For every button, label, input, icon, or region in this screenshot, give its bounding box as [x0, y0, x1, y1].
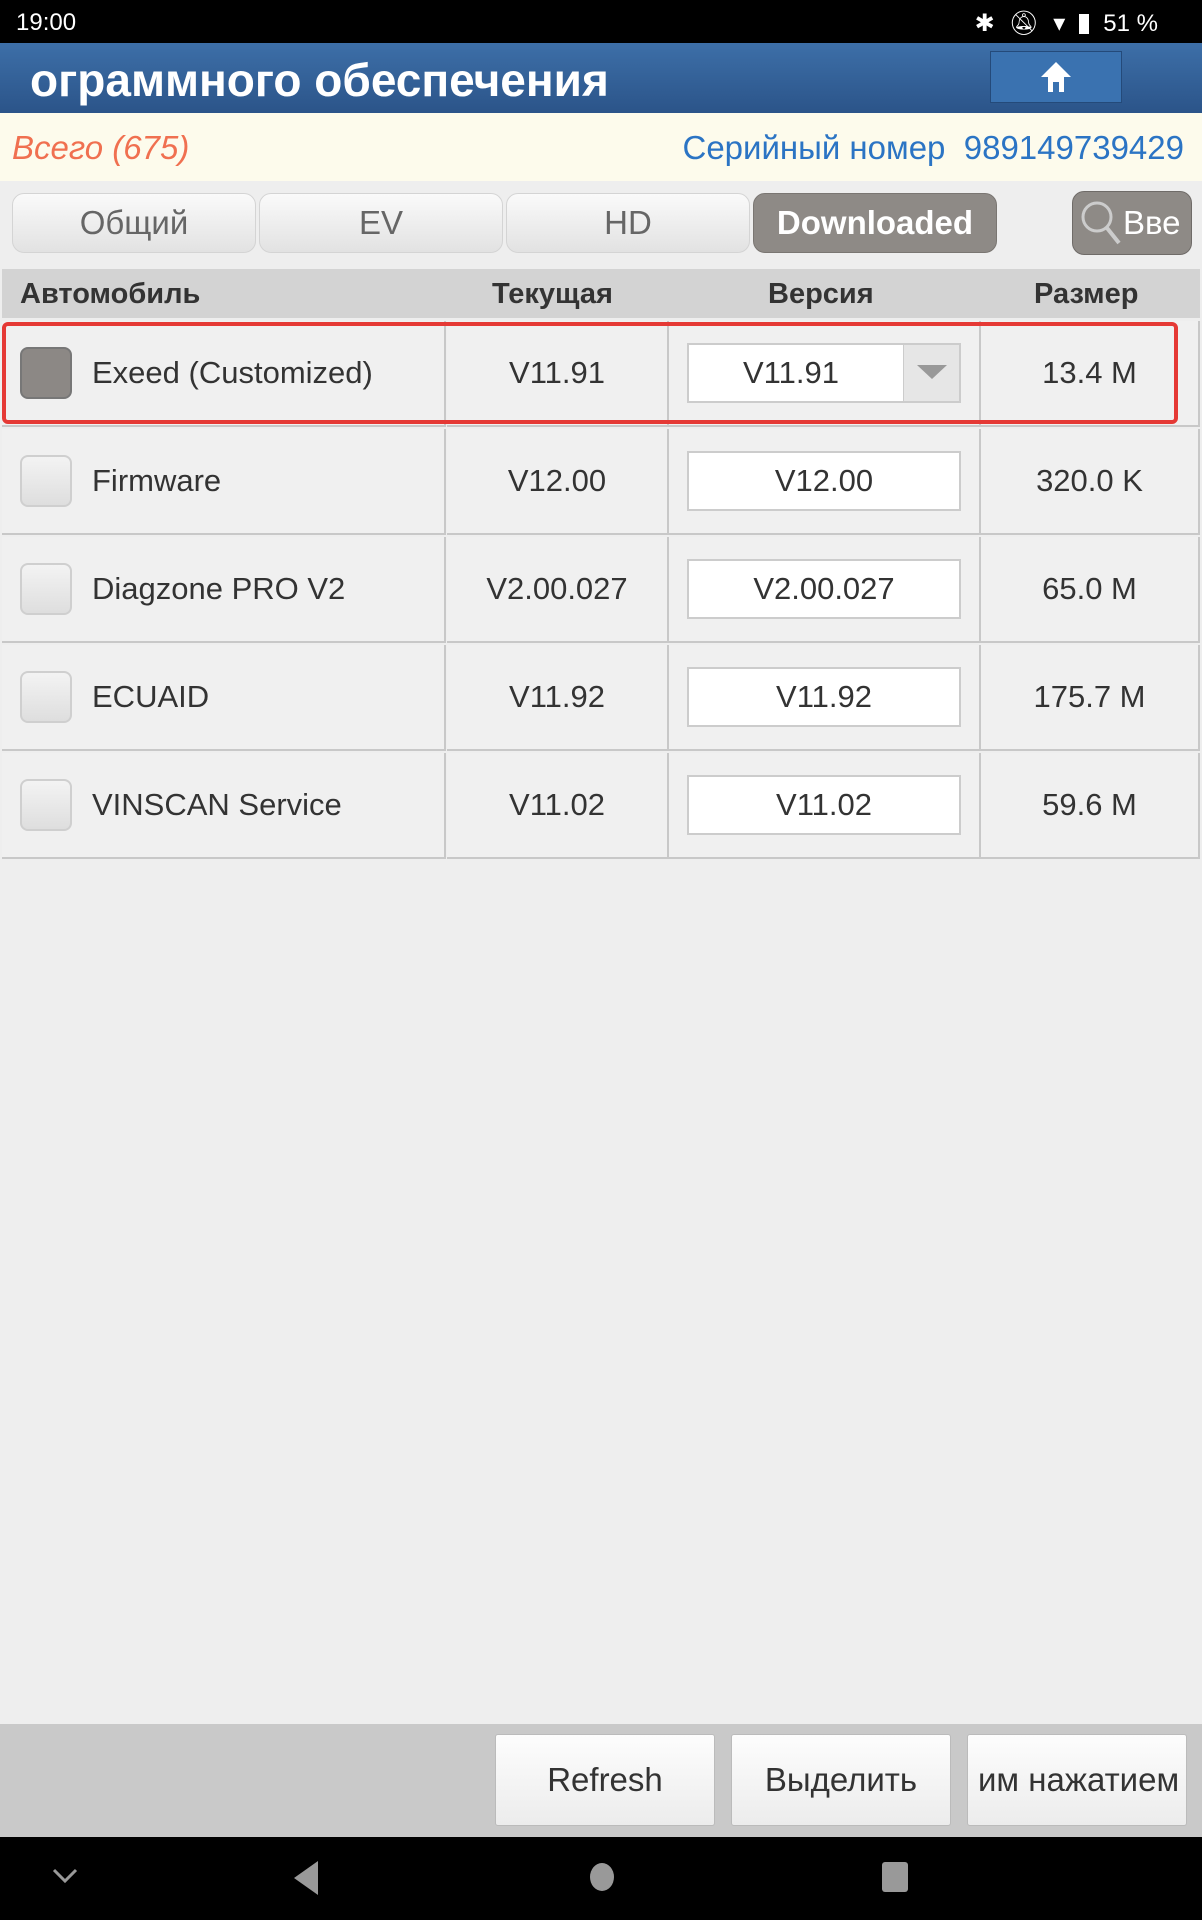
table-row[interactable]: Firmware V12.00 V12.00 320.0 K [2, 429, 1200, 537]
chevron-down-icon[interactable] [52, 1867, 78, 1885]
current-version: V11.92 [447, 645, 669, 751]
table-row[interactable]: Diagzone PRO V2 V2.00.027 V2.00.027 65.0… [2, 537, 1200, 645]
tab-downloaded[interactable]: Downloaded [753, 193, 997, 253]
table-row[interactable]: Exeed (Customized) V11.91 V11.91 13.4 M [2, 321, 1200, 429]
mode-button[interactable]: им нажатием [967, 1734, 1187, 1826]
col-version: Версия [768, 278, 874, 310]
current-version: V2.00.027 [447, 537, 669, 643]
serial-label: Серийный номер [682, 129, 946, 166]
current-version: V12.00 [447, 429, 669, 535]
row-checkbox[interactable] [20, 779, 72, 831]
table-row[interactable]: ECUAID V11.92 V11.92 175.7 M [2, 645, 1200, 753]
tab-hd[interactable]: HD [506, 193, 750, 253]
serial-value: 989149739429 [963, 129, 1184, 166]
current-version: V11.02 [447, 753, 669, 859]
size: 320.0 K [981, 429, 1200, 535]
current-version: V11.91 [447, 321, 669, 427]
version-dropdown[interactable]: V11.91 [687, 343, 961, 403]
col-current: Текущая [492, 278, 613, 310]
chevron-down-icon [903, 345, 959, 401]
total-count: Всего (675) [12, 129, 190, 166]
table-header: Автомобиль Текущая Версия Размер [2, 269, 1200, 318]
version-field[interactable]: V12.00 [687, 451, 961, 511]
home-button[interactable] [990, 51, 1122, 103]
recents-icon[interactable] [882, 1862, 908, 1892]
mute-icon: 🔕︎ [1008, 10, 1040, 37]
bottom-toolbar: Refresh Выделить им нажатием [0, 1724, 1202, 1837]
row-checkbox[interactable] [20, 347, 72, 399]
info-bar: Всего (675) Серийный номер 989149739429 [0, 113, 1202, 181]
version-field[interactable]: V11.92 [687, 667, 961, 727]
serial-number: Серийный номер 989149739429 [682, 129, 1184, 167]
size: 13.4 M [981, 321, 1200, 427]
search-label: Вве [1123, 204, 1181, 241]
home-nav-icon[interactable] [589, 1862, 615, 1892]
app-header: ограммного обеспечения [0, 43, 1202, 113]
battery-level: 51 % [1103, 9, 1158, 37]
page-title: ограммного обеспечения [30, 54, 609, 106]
size: 59.6 M [981, 753, 1200, 859]
row-checkbox[interactable] [20, 671, 72, 723]
table-row[interactable]: VINSCAN Service V11.02 V11.02 59.6 M [2, 753, 1200, 861]
bluetooth-icon: ✱ [974, 10, 995, 37]
back-icon[interactable] [294, 1861, 318, 1895]
clock: 19:00 [16, 9, 77, 36]
system-nav-bar [0, 1837, 1202, 1920]
row-checkbox[interactable] [20, 563, 72, 615]
search-button[interactable]: Вве [1072, 191, 1192, 255]
vehicle-name: Diagzone PRO V2 [92, 571, 346, 606]
vehicle-name: Firmware [92, 463, 222, 498]
search-icon [1081, 201, 1121, 245]
refresh-button[interactable]: Refresh [495, 1734, 715, 1826]
version-field[interactable]: V2.00.027 [687, 559, 961, 619]
tab-general[interactable]: Общий [12, 193, 256, 253]
vehicle-name: Exeed (Customized) [92, 355, 373, 390]
row-checkbox[interactable] [20, 455, 72, 507]
size: 65.0 M [981, 537, 1200, 643]
wifi-icon: ▾ [1053, 10, 1066, 37]
status-bar: 19:00 ✱ 🔕︎ ▾ 51 % [0, 0, 1202, 43]
col-vehicle: Автомобиль [20, 278, 201, 310]
home-icon [1041, 62, 1071, 92]
size: 175.7 M [981, 645, 1200, 751]
vehicle-name: VINSCAN Service [92, 787, 342, 822]
vehicle-name: ECUAID [92, 679, 210, 714]
select-button[interactable]: Выделить [731, 1734, 951, 1826]
version-field[interactable]: V11.02 [687, 775, 961, 835]
tab-ev[interactable]: EV [259, 193, 503, 253]
col-size: Размер [1034, 278, 1139, 310]
version-value: V11.91 [743, 355, 839, 390]
battery-icon [1079, 13, 1090, 34]
